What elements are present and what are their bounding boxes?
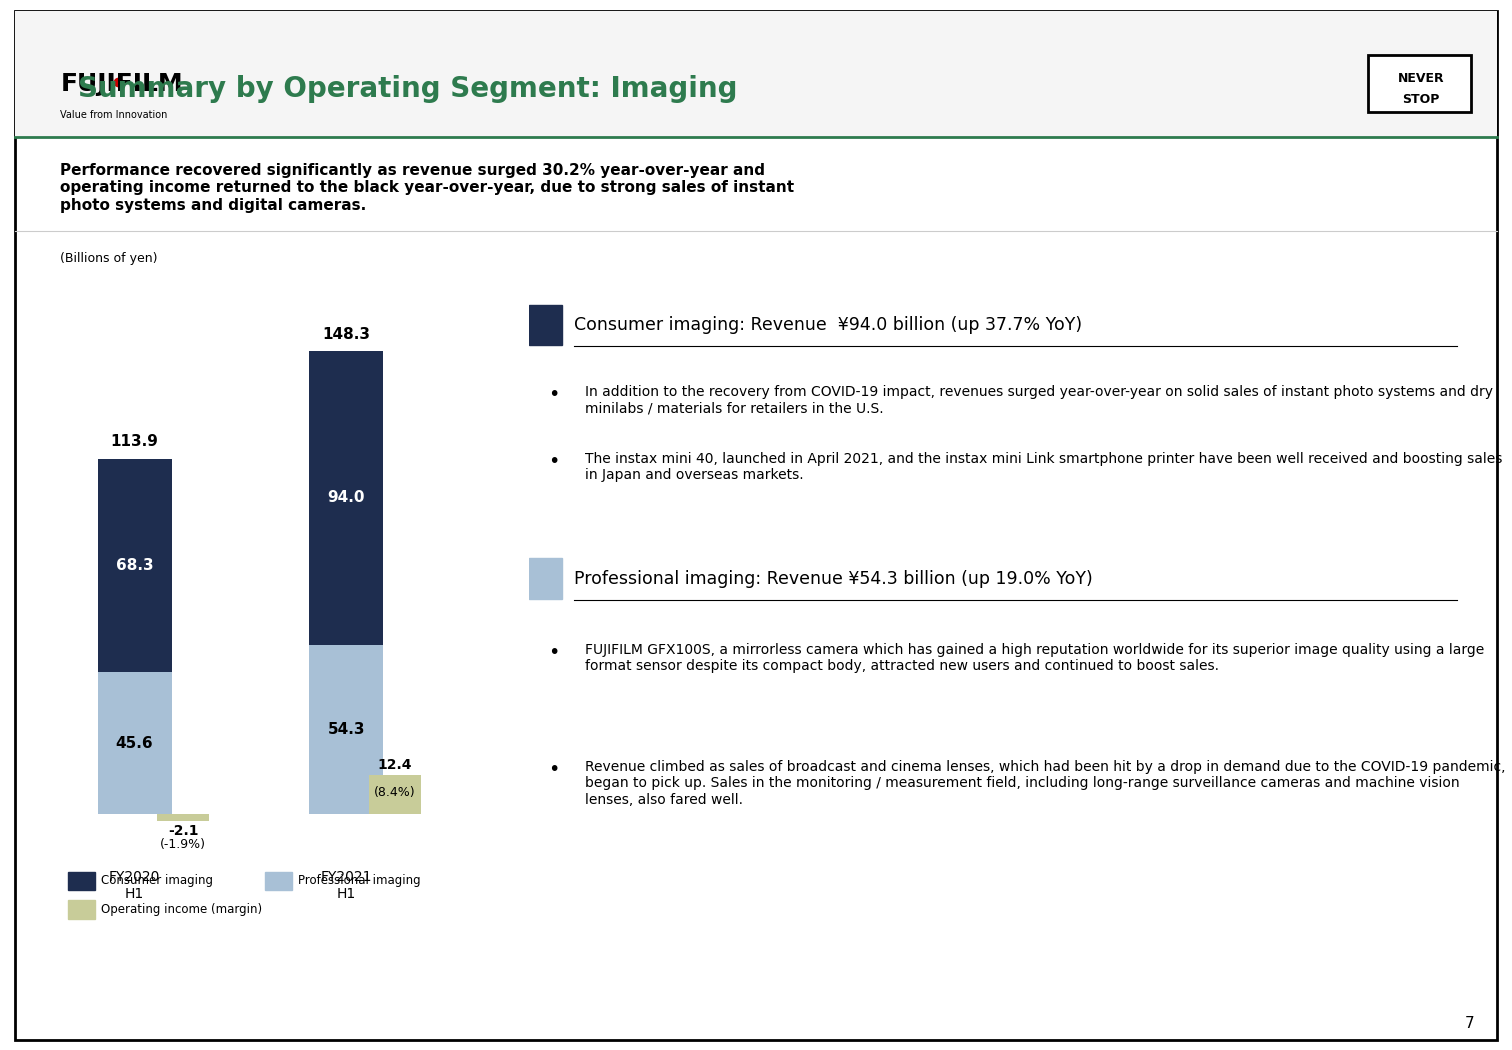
Text: •: • — [547, 643, 559, 662]
Text: NEVER: NEVER — [1399, 72, 1444, 85]
Bar — [68, 872, 95, 890]
Text: In addition to the recovery from COVID-19 impact, revenues surged year-over-year: In addition to the recovery from COVID-1… — [585, 385, 1494, 416]
Text: Consumer imaging: Consumer imaging — [101, 875, 213, 887]
Text: Performance recovered significantly as revenue surged 30.2% year-over-year and
o: Performance recovered significantly as r… — [60, 163, 795, 212]
Text: (8.4%): (8.4%) — [373, 786, 416, 799]
Text: 45.6: 45.6 — [116, 735, 153, 751]
Bar — [529, 559, 562, 598]
Text: 148.3: 148.3 — [322, 327, 370, 342]
Bar — [97, 672, 171, 814]
Text: 113.9: 113.9 — [110, 435, 159, 449]
Text: Operating income (margin): Operating income (margin) — [101, 903, 263, 916]
Text: FY2021
H1: FY2021 H1 — [321, 870, 372, 901]
Bar — [68, 900, 95, 919]
Text: FUJIFILM GFX100S, a mirrorless camera which has gained a high reputation worldwi: FUJIFILM GFX100S, a mirrorless camera wh… — [585, 643, 1485, 673]
Text: 68.3: 68.3 — [116, 558, 153, 572]
Text: -2.1: -2.1 — [168, 824, 198, 838]
Text: (-1.9%): (-1.9%) — [160, 838, 206, 851]
Text: Summary by Operating Segment: Imaging: Summary by Operating Segment: Imaging — [79, 76, 738, 103]
Bar — [308, 645, 383, 814]
Text: Consumer imaging: Revenue  ¥94.0 billion (up 37.7% YoY): Consumer imaging: Revenue ¥94.0 billion … — [575, 316, 1083, 334]
Text: Professional imaging: Revenue ¥54.3 billion (up 19.0% YoY): Professional imaging: Revenue ¥54.3 bill… — [575, 570, 1093, 588]
Bar — [529, 304, 562, 344]
Text: •: • — [547, 452, 559, 470]
Bar — [308, 352, 383, 645]
Text: Revenue climbed as sales of broadcast and cinema lenses, which had been hit by a: Revenue climbed as sales of broadcast an… — [585, 760, 1506, 806]
Text: Value from Innovation: Value from Innovation — [60, 110, 168, 121]
Text: 54.3: 54.3 — [328, 722, 364, 737]
Bar — [97, 459, 171, 672]
Text: •: • — [547, 385, 559, 404]
Text: (Billions of yen): (Billions of yen) — [60, 252, 157, 265]
Text: Professional imaging: Professional imaging — [298, 875, 420, 887]
Text: 94.0: 94.0 — [328, 490, 364, 505]
Text: 12.4: 12.4 — [378, 758, 413, 773]
Text: STOP: STOP — [1403, 93, 1439, 106]
Text: The instax mini 40, launched in April 2021, and the instax mini Link smartphone : The instax mini 40, launched in April 20… — [585, 452, 1503, 482]
Bar — [157, 814, 209, 821]
Text: FY2020
H1: FY2020 H1 — [109, 870, 160, 901]
Bar — [369, 776, 420, 814]
Bar — [1368, 55, 1471, 112]
Text: FUJIFILM: FUJIFILM — [60, 72, 183, 96]
Text: •: • — [547, 760, 559, 779]
Bar — [15, 10, 1497, 136]
Text: 7: 7 — [1465, 1016, 1474, 1031]
Bar — [265, 872, 292, 890]
